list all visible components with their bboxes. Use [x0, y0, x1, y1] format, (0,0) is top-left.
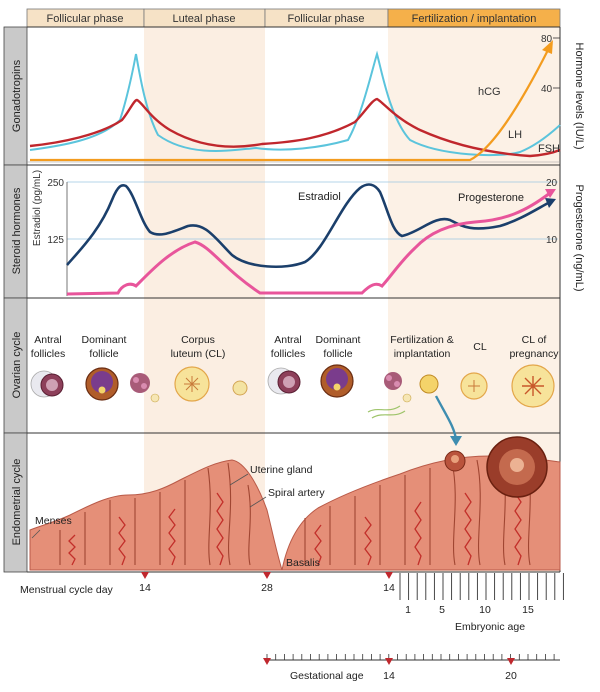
- embryonic-tick-15: 15: [522, 604, 534, 616]
- menstrual-day-28: 28: [261, 582, 273, 594]
- fsh-label: FSH: [538, 143, 560, 155]
- progesterone-tick-20: 20: [546, 178, 558, 189]
- embryonic-age-ticks: [399, 573, 564, 600]
- hcg-label: hCG: [478, 86, 501, 98]
- gestational-marker-start: [263, 658, 271, 665]
- hcg-arrowhead: [542, 40, 553, 54]
- cl-illustration: [460, 372, 488, 400]
- ovary-label-antral-2: Antral follicles: [271, 334, 305, 360]
- side-labels: Gonadotropins Steroid hormones Ovarian c…: [3, 26, 28, 573]
- panel-label-gonadotropins: Gonadotropins: [11, 59, 23, 132]
- hcg-curve: [30, 49, 549, 162]
- progesterone-label: Progesterone: [458, 192, 524, 204]
- gestational-age-ticks: [266, 654, 555, 660]
- implanted-embryo: [486, 436, 548, 498]
- progesterone-arrowhead: [545, 189, 556, 198]
- estradiol-label: Estradiol: [298, 191, 341, 203]
- panel-label-endometrial: Endometrial cycle: [11, 459, 23, 546]
- embryonic-tick-1: 1: [405, 604, 411, 616]
- antral-follicles-1-illustration: [30, 370, 64, 398]
- gestational-marker-14: [385, 658, 393, 665]
- implanted-blastocyst: [444, 450, 466, 472]
- ovary-label-cl-pregnancy: CL of pregnancy: [509, 334, 559, 360]
- menstrual-day-14b: 14: [383, 582, 395, 594]
- dominant-follicle-2-illustration: [320, 364, 354, 398]
- gestational-tick-20: 20: [505, 670, 517, 682]
- gestational-marker-20: [507, 658, 515, 665]
- cl-of-pregnancy-illustration: [511, 364, 555, 408]
- uterine-glands: [59, 459, 531, 566]
- antral-follicles-2-illustration: [267, 367, 301, 395]
- gestational-tick-14: 14: [383, 670, 395, 682]
- ovulated-follicle-illustration: [130, 373, 160, 403]
- panel-label-ovarian: Ovarian cycle: [11, 332, 23, 399]
- endometrial-panel: Menses Uterine gland Spiral artery Basal…: [29, 436, 561, 571]
- spiral-arteries: [68, 492, 522, 566]
- phase-label-fertilization: Fertilization / implantation: [412, 13, 537, 25]
- fsh-curve: [29, 50, 561, 157]
- lh-label: LH: [508, 129, 522, 141]
- gonad-tick-40: 40: [541, 84, 553, 95]
- zygote-illustration: [419, 374, 439, 394]
- lh-curve: [29, 97, 561, 158]
- embryonic-tick-5: 5: [439, 604, 445, 616]
- menstrual-marker-14: [141, 572, 149, 579]
- implantation-arrowhead: [450, 436, 462, 446]
- basalis-label: Basalis: [286, 557, 320, 569]
- timeline: Menstrual cycle day 14 28 14 1 5 10 15 E…: [20, 572, 564, 682]
- endometrium-cycle-1: [29, 459, 283, 571]
- estradiol-tick-250: 250: [47, 178, 64, 189]
- progesterone-axis-title: Progesterone (ng/mL): [573, 185, 585, 292]
- uterine-gland-label: Uterine gland: [250, 464, 313, 476]
- gonad-tick-80: 80: [541, 34, 553, 45]
- gestational-age-label: Gestational age: [290, 670, 364, 682]
- estradiol-tick-125: 125: [47, 235, 64, 246]
- menstrual-marker-28: [263, 572, 271, 579]
- ovary-label-antral-1: Antral follicles: [31, 334, 65, 360]
- panel-frames: [27, 26, 561, 573]
- menses-label: Menses: [35, 515, 72, 527]
- embryonic-tick-10: 10: [479, 604, 491, 616]
- corpus-luteum-illustration: [174, 366, 210, 402]
- spiral-artery-label: Spiral artery: [268, 487, 325, 499]
- gonadotropins-panel: hCG LH FSH 80 40 Hormone levels (IU/L): [27, 34, 585, 163]
- gonad-axis-title: Hormone levels (IU/L): [573, 43, 585, 150]
- embryonic-age-label: Embryonic age: [455, 621, 525, 633]
- estradiol-arrowhead: [545, 198, 556, 208]
- ovary-label-fertilization: Fertilization & implantation: [390, 334, 454, 360]
- fertilization-illustration: [367, 372, 412, 419]
- steroid-panel: 250 125 Estradiol (pg/mL) 20 10 Progeste…: [32, 170, 585, 296]
- phase-bar: Follicular phase Luteal phase Follicular…: [26, 8, 561, 28]
- estradiol-axis-title: Estradiol (pg/mL): [32, 170, 43, 246]
- ovary-label-cl-2: CL: [473, 341, 487, 353]
- panel-label-steroids: Steroid hormones: [11, 187, 23, 274]
- progesterone-tick-10: 10: [546, 235, 558, 246]
- ovary-label-cl-1: Corpus luteum (CL): [171, 334, 226, 360]
- ovary-label-dominant-2: Dominant follicle: [316, 334, 361, 360]
- progesterone-curve: [66, 191, 551, 296]
- ovarian-panel: Antral follicles Dominant follicle Corpus l…: [30, 334, 559, 446]
- menstrual-day-14: 14: [139, 582, 151, 594]
- phase-label-follicular-1: Follicular phase: [46, 13, 123, 25]
- menstrual-cycle-day-label: Menstrual cycle day: [20, 584, 114, 596]
- ovary-label-dominant-1: Dominant follicle: [82, 334, 127, 360]
- phase-label-follicular-2: Follicular phase: [287, 13, 364, 25]
- estradiol-curve: [66, 183, 551, 268]
- phase-label-luteal: Luteal phase: [173, 13, 236, 25]
- dominant-follicle-1-illustration: [85, 367, 119, 401]
- menstrual-marker-14b: [385, 572, 393, 579]
- corpus-albicans-illustration: [232, 380, 248, 396]
